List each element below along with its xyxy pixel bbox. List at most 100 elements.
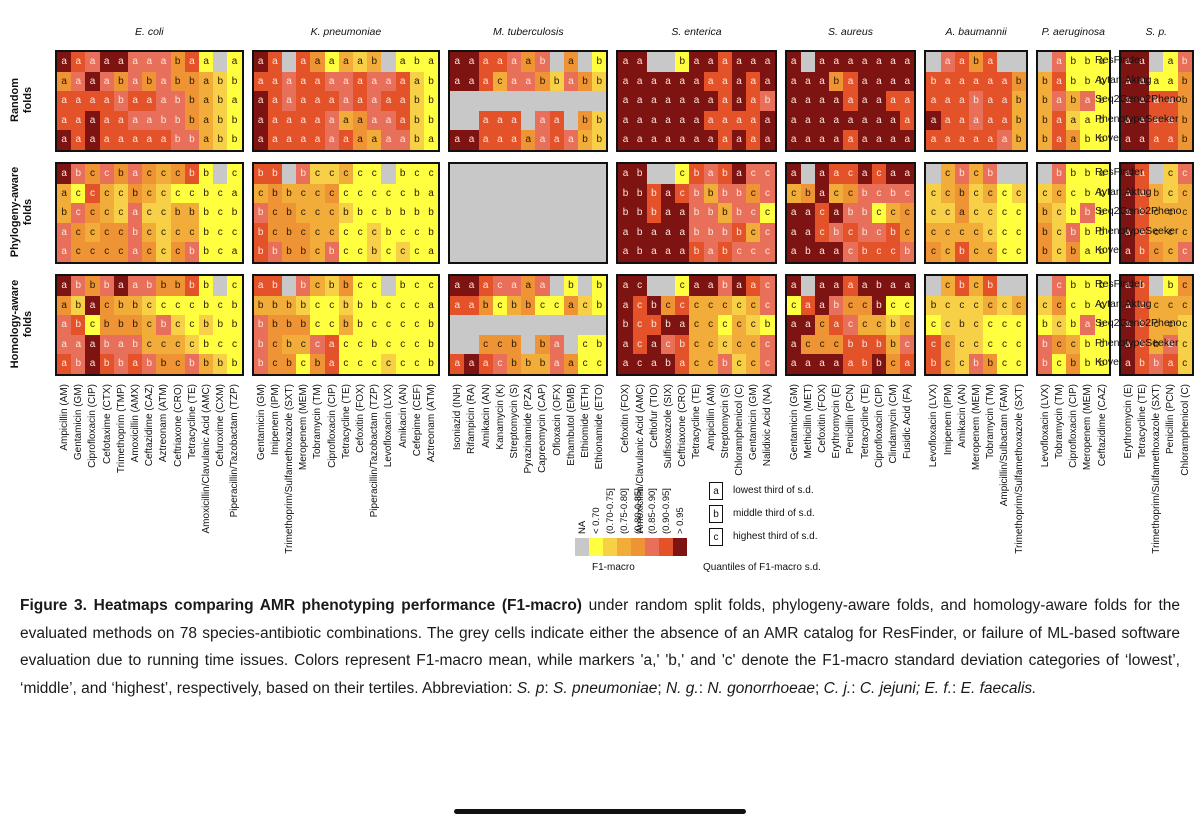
heatmap-cell: c: [983, 315, 998, 335]
heatmap-cell: [535, 222, 550, 243]
antibiotic-label: Kanamycin (K): [494, 384, 506, 450]
heatmap-cell: a: [521, 130, 536, 150]
heatmap-cell: c: [968, 222, 984, 243]
heatmap-cell: c: [871, 242, 886, 262]
heatmap-cell: b: [521, 354, 536, 374]
heatmap-cell: a: [492, 110, 507, 131]
heatmap-cell: b: [1149, 183, 1164, 204]
antibiotic-label: Chloramphenicol (C): [1179, 384, 1191, 476]
heatmap-cell: a: [857, 110, 872, 131]
heatmap-cell: b: [1011, 130, 1026, 150]
heatmap-cell: c: [1163, 183, 1178, 204]
antibiotic-label: Piperacillin/Tazobactam (TZP): [369, 384, 381, 518]
heatmap-cell: a: [746, 276, 761, 296]
heatmap-cell: [549, 315, 564, 335]
heatmap-cell: c: [983, 203, 998, 223]
heatmap-cell: b: [352, 315, 368, 335]
heatmap-cell: c: [1149, 295, 1164, 316]
antibiotic-label: Capreomycin (CAP): [537, 384, 549, 473]
heatmap-cell: a: [113, 110, 128, 131]
heatmap-cell: a: [352, 130, 368, 150]
method-label: ResFinder: [1095, 278, 1144, 290]
heatmap-cell: c: [577, 354, 593, 374]
heatmap-cell: [450, 242, 465, 262]
heatmap-cell: c: [1037, 183, 1052, 204]
heatmap-cell: c: [367, 315, 382, 335]
heatmap-cell: a: [338, 71, 353, 92]
heatmap-cell: c: [99, 242, 114, 262]
heatmap-cell: c: [1094, 334, 1109, 355]
heatmap-cell: c: [900, 315, 915, 335]
heatmap-cell: b: [184, 354, 199, 374]
heatmap-cell: b: [253, 315, 268, 335]
heatmap-cell: b: [381, 203, 396, 223]
heatmap-cell: c: [997, 222, 1012, 243]
heatmap-cell: b: [184, 110, 199, 131]
heatmap-cell: b: [1134, 334, 1150, 355]
heatmap-cell: b: [1134, 315, 1150, 335]
heatmap-cell: c: [814, 334, 830, 355]
method-label: Seq2Geno2Pheno: [1095, 205, 1182, 218]
heatmap-cell: c: [367, 164, 382, 184]
heatmap-cell: a: [464, 295, 479, 316]
heatmap-cell: b: [381, 222, 396, 243]
heatmap-cell: c: [632, 354, 647, 374]
heatmap-cell: a: [71, 91, 86, 111]
heatmap-cell: c: [717, 295, 732, 316]
heatmap-cell: a: [324, 354, 339, 374]
heatmap-cell: b: [563, 276, 578, 296]
heatmap-cell: [506, 222, 522, 243]
heatmap-cell: b: [871, 295, 886, 316]
heatmap-cell: c: [1134, 295, 1150, 316]
heatmap-cell: c: [85, 183, 100, 204]
heatmap-cell: c: [829, 334, 844, 355]
heatmap-cell: b: [113, 164, 128, 184]
heatmap-cell: c: [113, 203, 128, 223]
heatmap-cell: b: [646, 295, 661, 316]
heatmap-cell: a: [871, 130, 886, 150]
heatmap-cell: c: [632, 315, 647, 335]
heatmap-cell: c: [409, 354, 424, 374]
heatmap-cell: b: [800, 183, 815, 204]
heatmap-cell: c: [760, 276, 775, 296]
heatmap-cell: c: [731, 242, 747, 262]
heatmap-cell: b: [1094, 91, 1109, 111]
heatmap-cell: c: [338, 354, 353, 374]
heatmap-cell: a: [731, 52, 747, 72]
heatmap-cell: c: [660, 334, 676, 355]
heatmap-cell: a: [703, 164, 718, 184]
heatmap-cell: a: [478, 52, 493, 72]
heatmap-cell: c: [324, 203, 339, 223]
heatmap-cell: a: [478, 354, 493, 374]
heatmap-cell: [478, 315, 493, 335]
heatmap-cell: c: [1149, 203, 1164, 223]
heatmap-cell: b: [618, 203, 633, 223]
heatmap-cell: [1011, 164, 1026, 184]
antibiotic-label: Penicillin (PCN): [1165, 384, 1177, 455]
heatmap-cell: c: [253, 183, 268, 204]
heatmap-cell: b: [885, 334, 901, 355]
home-indicator[interactable]: [454, 809, 746, 814]
heatmap-cell: a: [1080, 110, 1095, 131]
heatmap-cell: b: [1177, 130, 1192, 150]
heatmap-cell: [577, 276, 593, 296]
heatmap-cell: a: [563, 354, 578, 374]
heatmap-cell: b: [926, 354, 941, 374]
heatmap-cell: c: [352, 276, 368, 296]
heatmap-cell: b: [717, 203, 732, 223]
caption-full-ef: E. faecalis.: [960, 679, 1037, 697]
heatmap-cell: a: [57, 334, 72, 355]
heatmap-cell: [592, 315, 607, 335]
sd-marker-box: c: [709, 528, 723, 546]
heatmap-cell: b: [113, 315, 128, 335]
heatmap-cell: a: [324, 334, 339, 355]
heatmap-cell: c: [940, 354, 955, 374]
heatmap-cell: a: [660, 203, 676, 223]
heatmap-cell: [478, 164, 493, 184]
heatmap-cell: b: [184, 242, 199, 262]
species-title: S. p.: [1145, 26, 1168, 38]
heatmap-cell: a: [997, 91, 1012, 111]
